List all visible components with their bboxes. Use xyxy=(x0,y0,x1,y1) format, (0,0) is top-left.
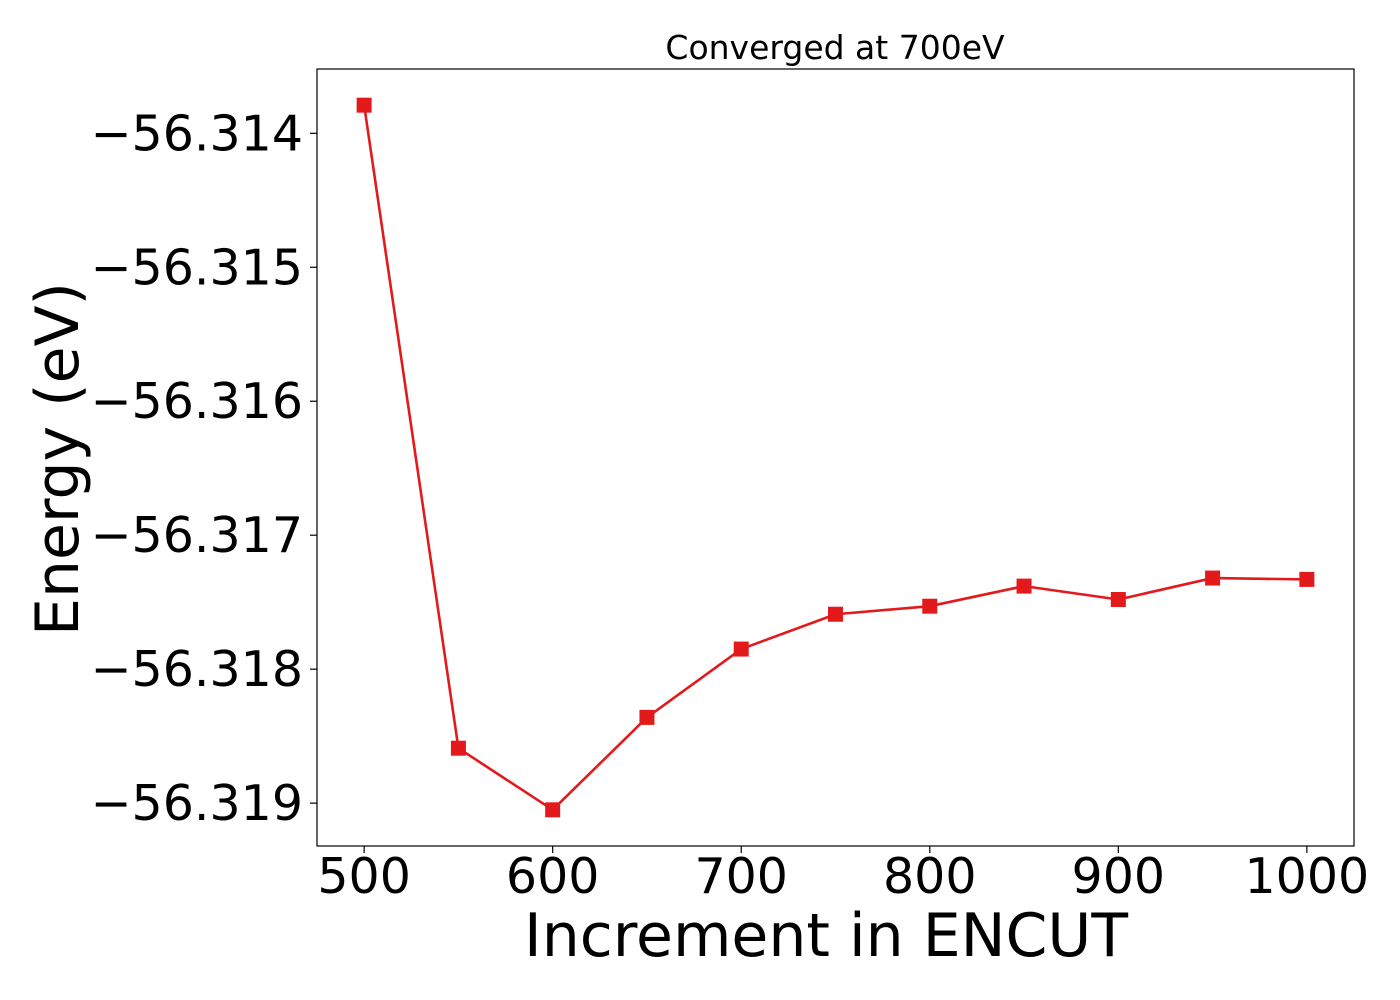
data-point-900 xyxy=(1110,592,1126,608)
series-line-0 xyxy=(362,104,1307,812)
plot-frame xyxy=(316,68,1355,847)
y-tick-label-4: −56.318 xyxy=(90,641,303,698)
x-tick-label-500: 500 xyxy=(317,848,411,905)
y-tick-label-2: −56.316 xyxy=(90,373,303,430)
data-point-750 xyxy=(828,606,843,622)
data-point-600 xyxy=(545,802,561,818)
x-tick-label-1000: 1000 xyxy=(1245,848,1370,905)
data-point-950 xyxy=(1205,570,1221,586)
data-point-1000 xyxy=(1299,571,1315,587)
x-tick-label-700: 700 xyxy=(694,848,788,905)
x-tick-label-800: 800 xyxy=(883,848,977,905)
data-point-850 xyxy=(1016,578,1032,594)
y-tick-label-0: −56.314 xyxy=(90,105,303,162)
x-axis-label: Increment in ENCUT xyxy=(524,901,1128,971)
data-point-650 xyxy=(639,709,655,725)
y-tick-label-3: −56.317 xyxy=(90,507,303,564)
data-point-550 xyxy=(450,740,466,756)
plot-area: 500 600 700 800 900 1000 −56.314 −56.315 −56.316… xyxy=(90,68,1370,905)
chart-title: Converged at 700eV xyxy=(665,28,1005,67)
x-tick-label-600: 600 xyxy=(506,848,600,905)
data-point-500 xyxy=(356,97,372,113)
y-axis-label: Energy (eV) xyxy=(23,282,93,636)
y-tick-label-5: −56.319 xyxy=(90,775,303,832)
data-point-700 xyxy=(733,641,749,657)
y-tick-label-1: −56.315 xyxy=(90,239,303,296)
data-point-800 xyxy=(922,598,938,614)
x-tick-label-900: 900 xyxy=(1072,848,1166,905)
